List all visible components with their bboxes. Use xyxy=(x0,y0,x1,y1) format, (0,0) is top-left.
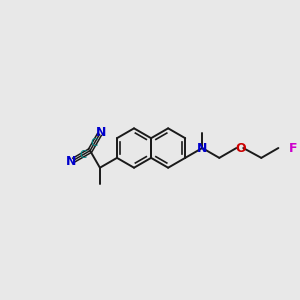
Text: C: C xyxy=(91,138,98,148)
Text: N: N xyxy=(95,126,106,139)
Text: C: C xyxy=(79,150,86,160)
Text: F: F xyxy=(289,142,298,154)
Text: O: O xyxy=(235,142,246,154)
Text: N: N xyxy=(66,155,76,168)
Text: N: N xyxy=(197,142,207,154)
